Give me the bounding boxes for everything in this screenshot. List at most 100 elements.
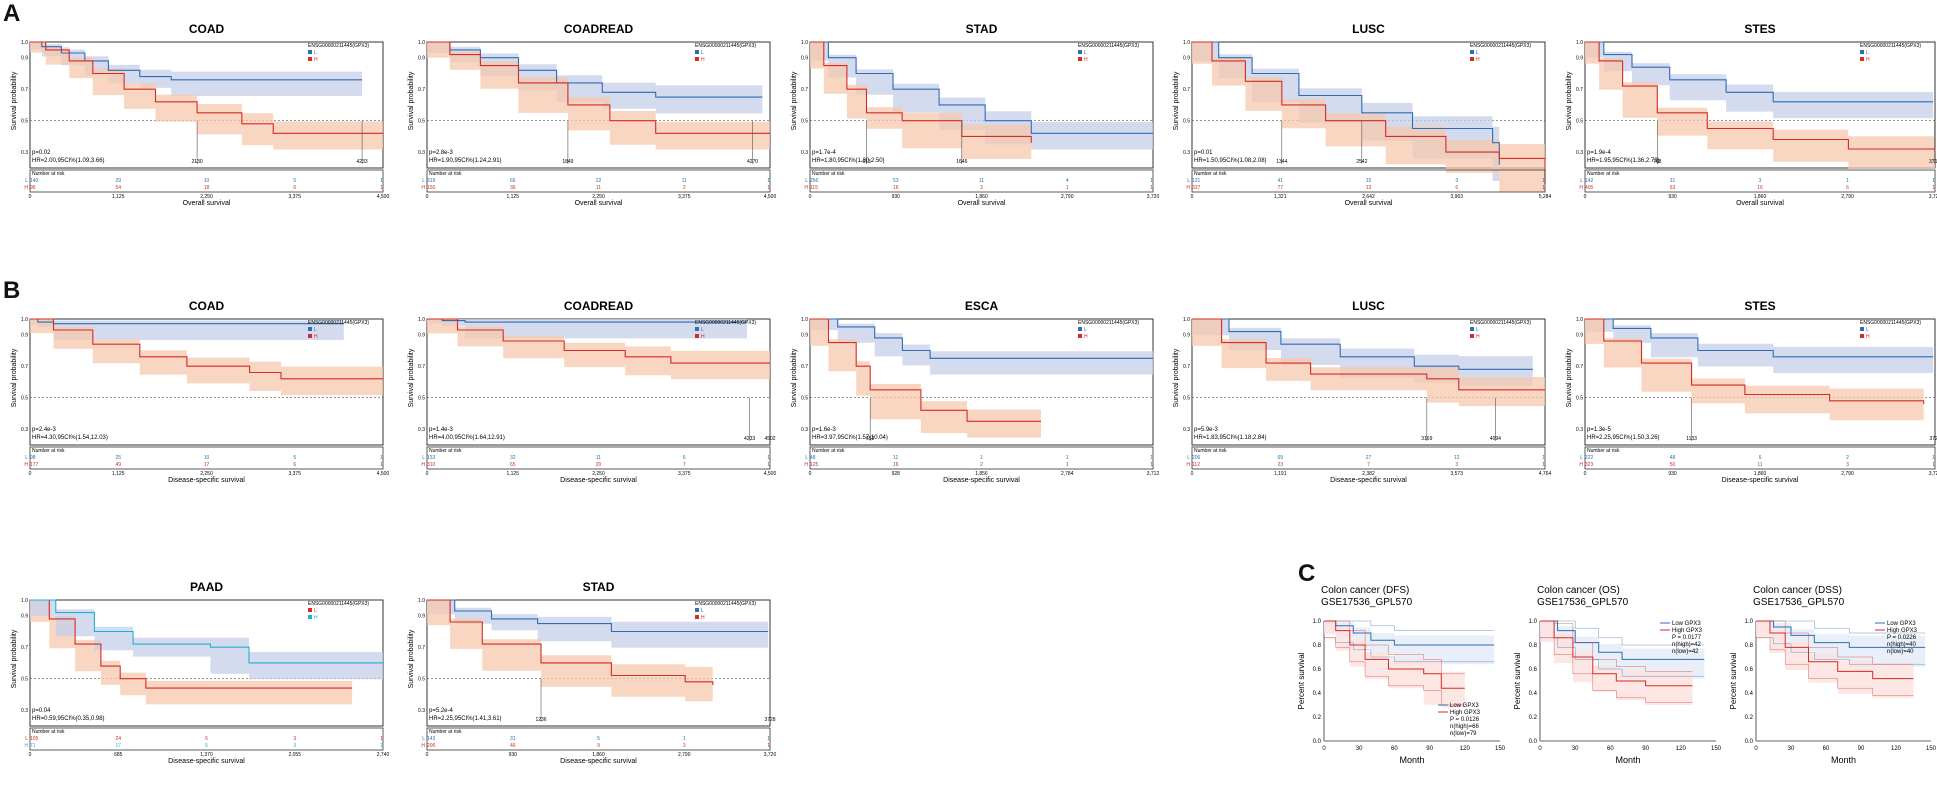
km-11-title: STAD — [583, 580, 615, 594]
km-7-xtick-4: 3,712 — [1147, 471, 1160, 477]
km-0-ytick-3: 0.9 — [21, 56, 28, 62]
km-4-legend-title: ENSG00000211445(GPX3) — [1860, 43, 1921, 49]
geo-2-stat-1: n(high)=40 — [1887, 642, 1917, 648]
km-2-legend-title: ENSG00000211445(GPX3) — [1078, 43, 1139, 49]
km-2-ytick-2: 0.7 — [801, 87, 808, 93]
km-7-legend-label-1: H — [1084, 334, 1088, 340]
km-1-p-value: p=2.8e-3 — [429, 150, 454, 156]
km-6-p-value: p=1.4e-3 — [429, 427, 454, 433]
geo-0-ytick-4: 0.8 — [1313, 643, 1322, 649]
geo-2-xtick-1: 30 — [1788, 746, 1795, 752]
km-6-xlabel: Disease-specific survival — [560, 477, 637, 484]
km-2-band-0 — [810, 42, 1153, 150]
km-4-xlabel: Overall survival — [1736, 200, 1784, 207]
km-11-legend-title: ENSG00000211445(GPX3) — [695, 601, 756, 607]
km-4-ytick-2: 0.7 — [1576, 87, 1583, 93]
km-7-risk-row-label-1: H — [804, 462, 808, 468]
km-5-risk-1-1: 49 — [115, 462, 121, 468]
km-1-risk-frame — [426, 169, 771, 193]
km-11-xtick-2: 1,860 — [592, 752, 605, 758]
km-10-risk-1-4: 1 — [380, 743, 383, 749]
km-11-risk-frame — [426, 727, 771, 751]
km-2-risk-0-3: 4 — [1066, 178, 1069, 184]
km-3-title: LUSC — [1352, 22, 1385, 36]
km-1-xtick-3: 3,375 — [678, 194, 691, 200]
km-4-xtick-3: 2,790 — [1841, 194, 1854, 200]
km-7-risk-header: Number at risk — [812, 448, 845, 454]
km-4-legend-label-0: L — [1866, 50, 1869, 56]
km-8-risk-0-4: 1 — [1542, 455, 1545, 461]
km-6-band-1 — [427, 319, 770, 380]
km-2-risk-1-4: 1 — [1150, 185, 1153, 191]
km-11-xlabel: Disease-specific survival — [560, 758, 637, 765]
km-11-legend-swatch-1 — [695, 615, 699, 619]
km-5-risk-1-4: 1 — [380, 462, 383, 468]
km-4-ytick-4: 1.0 — [1576, 40, 1583, 46]
km-4-legend-label-1: H — [1866, 57, 1870, 63]
km-9-risk-row-label-0: L — [1580, 455, 1583, 461]
km-7-xtick-1: 928 — [892, 471, 901, 477]
km-6-risk-1-1: 65 — [510, 462, 516, 468]
km-3-frame — [1191, 41, 1546, 169]
geo-1-ci-lower-0 — [1540, 637, 1705, 677]
km-5-risk-header: Number at risk — [32, 448, 65, 454]
km-3-ytick-3: 0.9 — [1183, 56, 1190, 62]
km-7-risk-1-2: 2 — [980, 462, 983, 468]
km-7-risk-0-4: 1 — [1150, 455, 1153, 461]
km-6-risk-1-3: 7 — [683, 462, 686, 468]
km-3-risk-0-4: 1 — [1542, 178, 1545, 184]
geo-2-xtick-2: 60 — [1823, 746, 1830, 752]
km-9-risk-1-4: 1 — [1932, 462, 1935, 468]
km-2-median-label-0: 613 — [862, 159, 871, 165]
km-7-hr: HR=3.97,95CI%(1.57,10.04) — [812, 435, 888, 441]
km-4-xtick-4: 3,720 — [1929, 194, 1937, 200]
km-0-legend-label-1: H — [314, 57, 318, 63]
km-4-hr: HR=1.95,95CI%(1.36,2.79) — [1587, 158, 1660, 164]
km-2-median-label-1: 1646 — [956, 159, 967, 165]
km-3-median-label-0: 1344 — [1276, 159, 1287, 165]
geo-2-subtitle: GSE17536_GPL570 — [1753, 597, 1845, 608]
geo-0-ytick-2: 0.4 — [1313, 691, 1322, 697]
km-1-risk-1-4: 1 — [767, 185, 770, 191]
km-5-curve-1 — [30, 318, 383, 380]
km-10-legend-label-0: L — [314, 608, 317, 614]
geo-0-xtick-2: 60 — [1391, 746, 1398, 752]
geo-2-legend-label-1: High GPX3 — [1887, 628, 1918, 634]
km-7-frame — [809, 318, 1154, 446]
geo-0-legend-label-0: Low GPX3 — [1450, 703, 1479, 709]
km-1-risk-row-label-0: L — [422, 178, 425, 184]
km-5-risk-1-0: 177 — [30, 462, 39, 468]
km-10-risk-1-0: 71 — [30, 743, 36, 749]
km-1-risk-1-3: 2 — [683, 185, 686, 191]
km-5-legend-label-1: H — [314, 334, 318, 340]
km-6-hr: HR=4.00,95CI%(1.64,12.91) — [429, 435, 505, 441]
km-3-legend-title: ENSG00000211445(GPX3) — [1470, 43, 1531, 49]
km-2-risk-1-0: 115 — [810, 185, 818, 191]
km-10-legend-swatch-0 — [308, 608, 312, 612]
km-10-risk-1-2: 5 — [205, 743, 208, 749]
geo-0-ci-lower-1 — [1324, 637, 1465, 706]
km-4-risk-0-0: 142 — [1585, 178, 1594, 184]
km-4-xtick-0: 0 — [1584, 194, 1587, 200]
km-9-xtick-4: 3,720 — [1929, 471, 1937, 477]
km-4-risk-1-0: 405 — [1585, 185, 1594, 191]
km-4-risk-0-1: 31 — [1670, 178, 1676, 184]
km-5-xtick-2: 2,250 — [200, 471, 213, 477]
km-7-ytick-4: 1.0 — [801, 317, 808, 323]
km-0-hr: HR=2.00,95CI%(1.09,3.66) — [32, 158, 105, 164]
km-1-risk-1-1: 36 — [510, 185, 516, 191]
km-3-risk-1-1: 77 — [1277, 185, 1283, 191]
geo-0-band-0 — [1324, 621, 1495, 665]
km-6-risk-0-3: 6 — [683, 455, 686, 461]
km-3-risk-0-0: 131 — [1192, 178, 1201, 184]
km-11-risk-header: Number at risk — [429, 729, 462, 735]
km-4-risk-header: Number at risk — [1587, 171, 1620, 177]
km-3-risk-row-label-0: L — [1187, 178, 1190, 184]
geo-1-legend-label-0: Low GPX3 — [1672, 621, 1701, 627]
km-5-risk-row-label-1: H — [24, 462, 28, 468]
geo-2-ci-lower-1 — [1756, 637, 1914, 696]
km-4-risk-0-2: 3 — [1759, 178, 1762, 184]
km-7-risk-frame — [809, 446, 1154, 470]
km-6-ytick-4: 1.0 — [418, 317, 425, 323]
geo-2-band-0 — [1756, 621, 1926, 667]
